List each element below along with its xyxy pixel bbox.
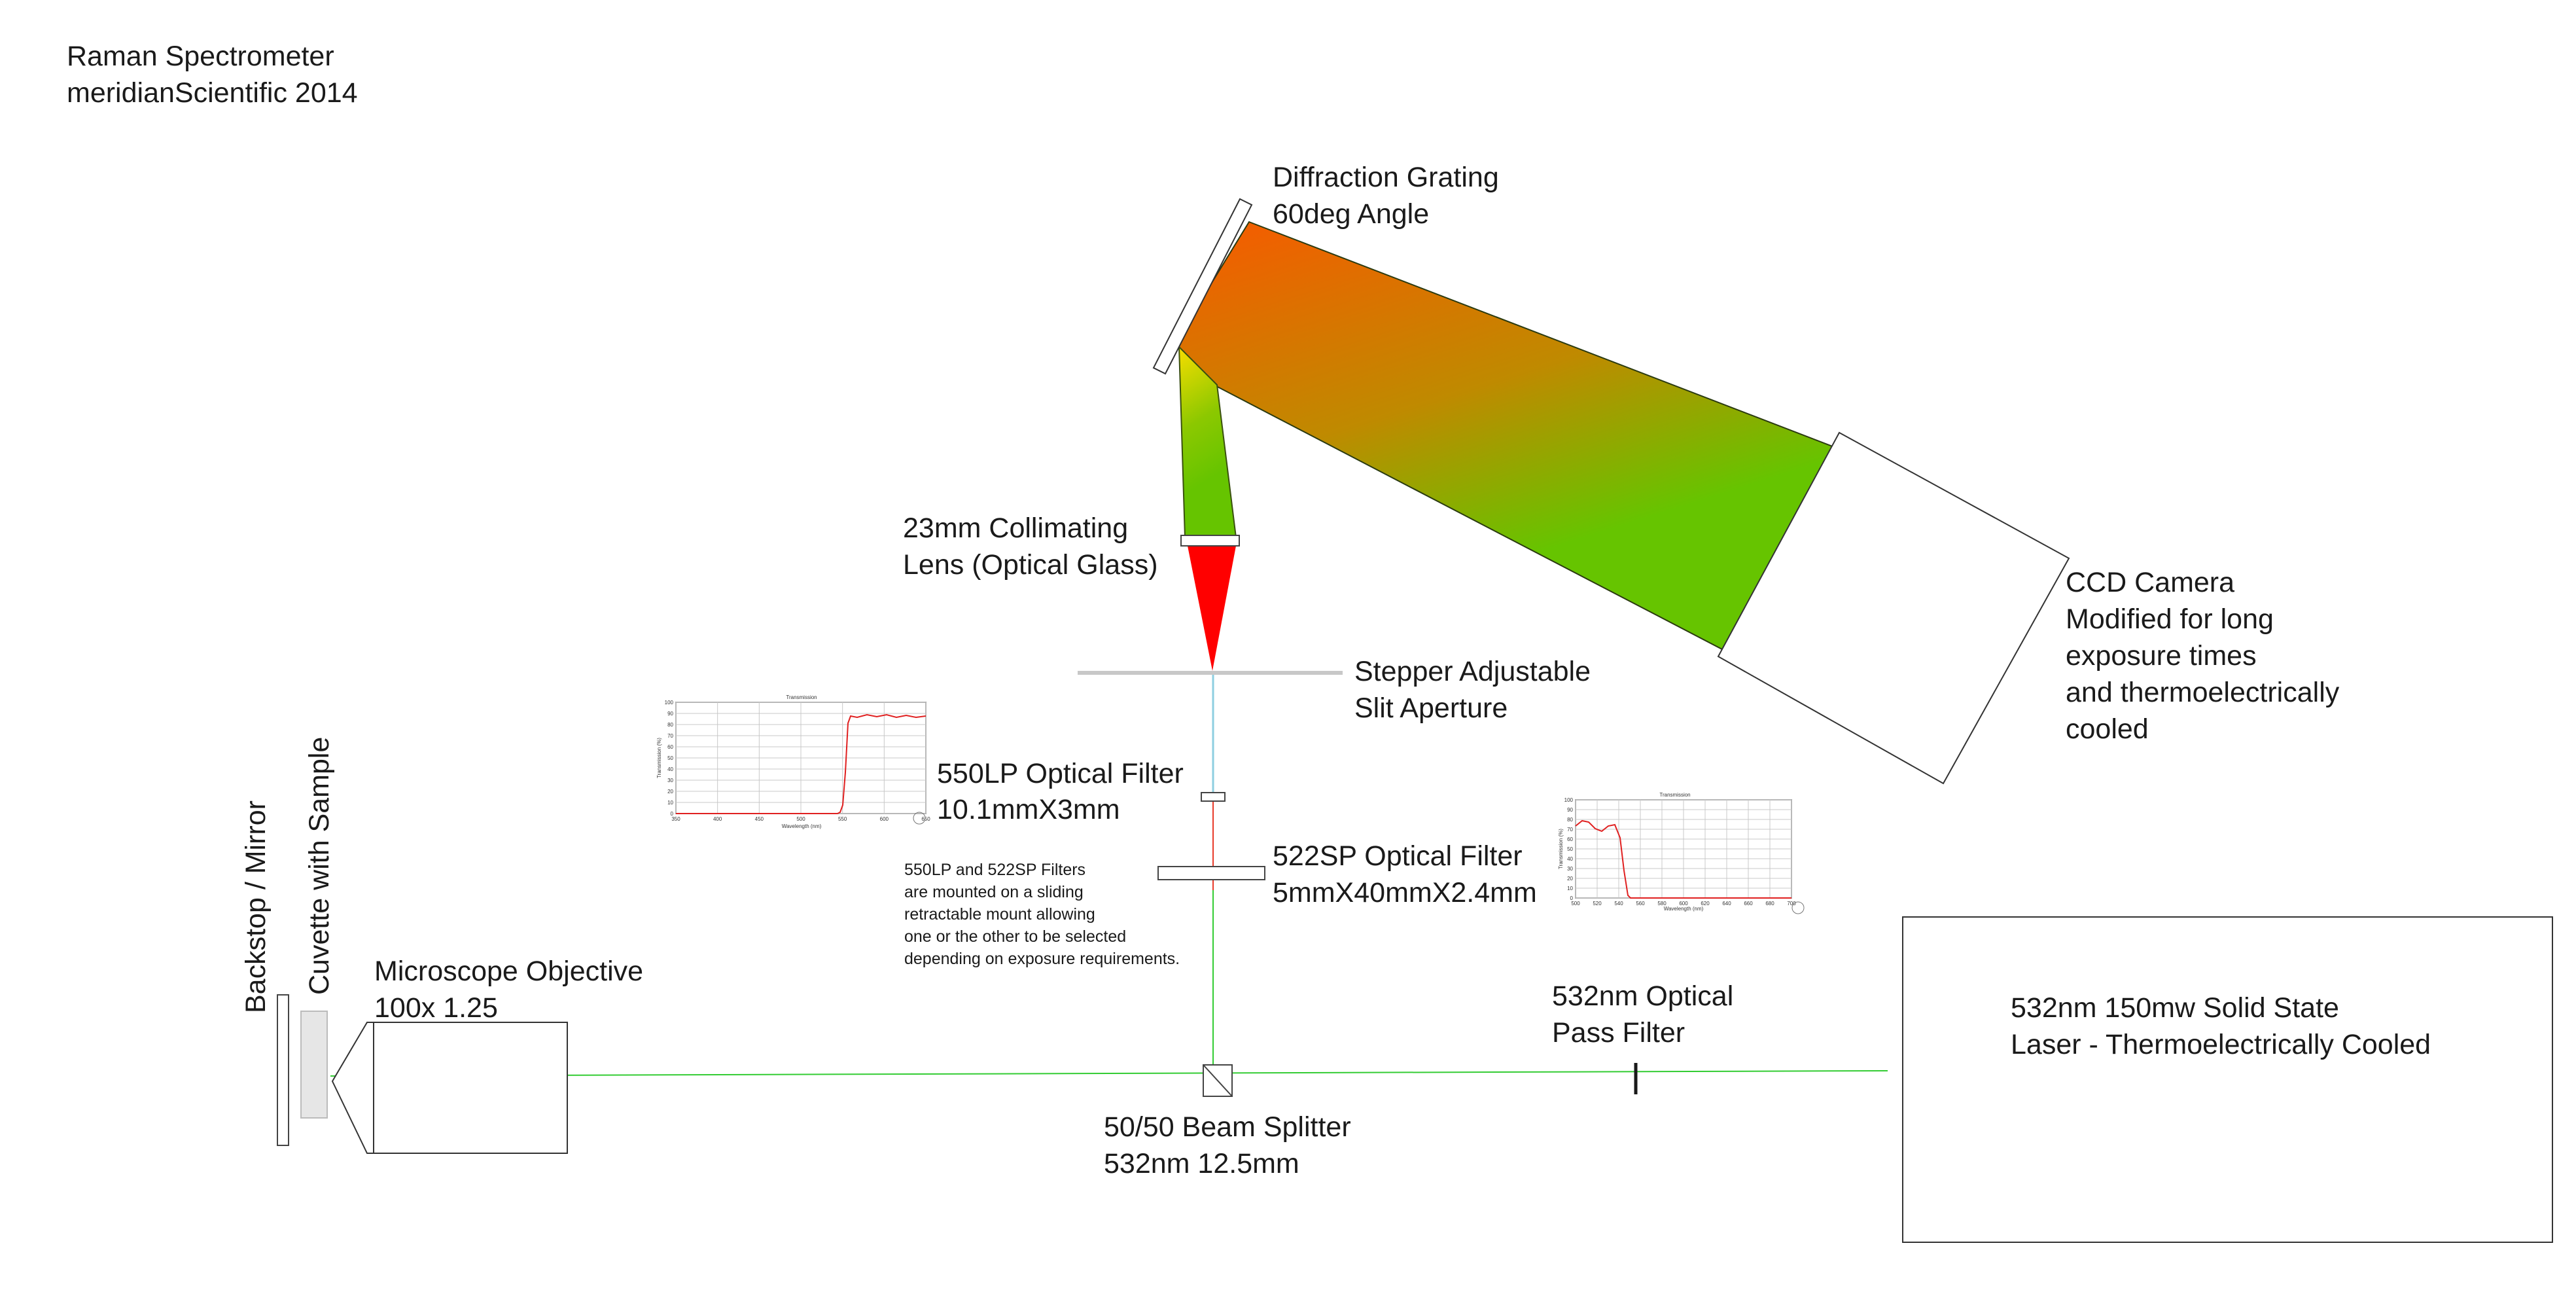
pass-filter-label-line1: 532nm Optical bbox=[1552, 980, 1733, 1012]
lp-chart-ytick: 40 bbox=[667, 766, 673, 772]
sp-chart-xtick: 700 bbox=[1787, 901, 1796, 906]
sp-chart-ytick: 50 bbox=[1567, 846, 1573, 852]
sp-chart-xtick: 540 bbox=[1614, 901, 1623, 906]
sp-chart-xtick: 620 bbox=[1701, 901, 1710, 906]
backstop-label: Backstop / Mirror bbox=[240, 800, 272, 1013]
lp-filter-label-line2: 10.1mmX3mm bbox=[937, 794, 1120, 825]
diagram-subtitle: meridianScientific 2014 bbox=[67, 77, 358, 109]
sp-chart-ytick: 20 bbox=[1567, 876, 1573, 882]
lp-transmission-curve bbox=[676, 713, 926, 814]
sp-chart-xtick: 500 bbox=[1571, 901, 1580, 906]
microscope-objective bbox=[373, 1022, 568, 1154]
sp-chart-ytick: 0 bbox=[1570, 895, 1574, 901]
backstop-mirror bbox=[277, 994, 289, 1146]
sp-chart-xtick: 680 bbox=[1765, 901, 1774, 906]
laser-label-line2: Laser - Thermoelectrically Cooled bbox=[2011, 1029, 2431, 1060]
sp-chart-xtick: 580 bbox=[1657, 901, 1667, 906]
sp-chart-ylabel: Transmission (%) bbox=[1558, 829, 1564, 869]
lens-label-line2: Lens (Optical Glass) bbox=[903, 549, 1158, 581]
ccd-label-line2: Modified for long bbox=[2066, 603, 2274, 635]
splitter-label-line1: 50/50 Beam Splitter bbox=[1104, 1111, 1351, 1143]
sp-chart-ytick: 40 bbox=[1567, 856, 1573, 862]
ccd-label-line5: cooled bbox=[2066, 713, 2149, 745]
ccd-label-line4: and thermoelectrically bbox=[2066, 677, 2340, 708]
slit-label-line1: Stepper Adjustable bbox=[1354, 656, 1591, 687]
lp-chart-ytick: 30 bbox=[667, 778, 673, 783]
sp-chart-xtick: 520 bbox=[1593, 901, 1602, 906]
lp-chart-title: Transmission bbox=[786, 694, 817, 700]
sp-chart-xtick: 660 bbox=[1744, 901, 1753, 906]
objective-label-line1: Microscope Objective bbox=[374, 956, 643, 987]
sp-filter-label-line1: 522SP Optical Filter bbox=[1273, 840, 1523, 872]
lp-chart-logo bbox=[913, 812, 926, 825]
dispersed-spectrum-fan bbox=[1173, 221, 1837, 651]
lp-chart-xtick: 450 bbox=[755, 816, 764, 822]
filters-note-line4: one or the other to be selected bbox=[904, 927, 1126, 946]
sp-chart-xtick: 600 bbox=[1679, 901, 1688, 906]
sp-filter-label-line2: 5mmX40mmX2.4mm bbox=[1273, 877, 1537, 908]
sp-transmission-curve bbox=[1575, 819, 1791, 899]
objective-cone bbox=[331, 1022, 374, 1154]
splitter-label-line2: 532nm 12.5mm bbox=[1104, 1148, 1299, 1179]
lp-chart-xtick: 650 bbox=[921, 816, 930, 822]
lp-chart-ytick: 70 bbox=[667, 733, 673, 739]
sp-chart-ytick: 30 bbox=[1567, 866, 1573, 872]
lp-chart-xlabel: Wavelength (nm) bbox=[782, 823, 822, 829]
diagram-title: Raman Spectrometer bbox=[67, 41, 334, 72]
filters-note-line2: are mounted on a sliding bbox=[904, 883, 1084, 901]
sp-chart-xtick: 640 bbox=[1722, 901, 1731, 906]
lp-chart-ytick: 20 bbox=[667, 789, 673, 795]
lp-chart-xtick: 500 bbox=[796, 816, 805, 822]
lp-chart-ytick: 60 bbox=[667, 744, 673, 750]
ccd-camera bbox=[1717, 431, 2070, 785]
lp-chart-ytick: 50 bbox=[667, 755, 673, 761]
lp-chart-ytick: 80 bbox=[667, 722, 673, 728]
collimating-lens bbox=[1180, 535, 1240, 547]
lp-filter bbox=[1201, 792, 1226, 802]
sp-chart-ytick: 70 bbox=[1567, 827, 1573, 833]
lp-chart-ytick: 0 bbox=[671, 811, 674, 817]
sp-chart-ytick: 60 bbox=[1567, 836, 1573, 842]
grating-label-line1: Diffraction Grating bbox=[1273, 162, 1499, 193]
sp-chart-xtick: 560 bbox=[1636, 901, 1645, 906]
ccd-label-line1: CCD Camera bbox=[2066, 567, 2234, 598]
lens-label-line1: 23mm Collimating bbox=[903, 512, 1128, 544]
sp-chart-logo bbox=[1791, 901, 1805, 914]
sp-chart-xlabel: Wavelength (nm) bbox=[1664, 906, 1704, 912]
lp-chart-xtick: 350 bbox=[671, 816, 680, 822]
sp-chart-ytick: 100 bbox=[1564, 797, 1574, 803]
lp-chart-ytick: 10 bbox=[667, 800, 673, 806]
lp-chart-ytick: 100 bbox=[665, 700, 674, 706]
pass-filter-label-line2: Pass Filter bbox=[1552, 1017, 1685, 1049]
slit-label-line2: Slit Aperture bbox=[1354, 692, 1508, 724]
laser-beam-horizontal bbox=[330, 1070, 1888, 1077]
lp-chart-ytick: 90 bbox=[667, 711, 673, 717]
beam-splitter-diagonal bbox=[1203, 1064, 1233, 1097]
objective-label-line2: 100x 1.25 bbox=[374, 992, 498, 1024]
sp-chart-ytick: 10 bbox=[1567, 886, 1573, 891]
lp-chart-xtick: 600 bbox=[880, 816, 889, 822]
sp-chart-title: Transmission bbox=[1659, 792, 1690, 798]
diffraction-grating bbox=[1152, 198, 1253, 375]
laser-module bbox=[1902, 916, 2553, 1243]
cuvette-label: Cuvette with Sample bbox=[304, 737, 335, 995]
ccd-label-line3: exposure times bbox=[2066, 640, 2257, 672]
lp-chart-ylabel: Transmission (%) bbox=[656, 738, 662, 778]
laser-label-line1: 532nm 150mw Solid State bbox=[2011, 992, 2339, 1024]
sp-chart-ytick: 80 bbox=[1567, 817, 1573, 823]
filters-note-line5: depending on exposure requirements. bbox=[904, 950, 1180, 968]
filters-note-line1: 550LP and 522SP Filters bbox=[904, 861, 1085, 879]
focusing-cone bbox=[1188, 546, 1236, 671]
sp-filter bbox=[1157, 866, 1265, 880]
cuvette-with-sample bbox=[300, 1011, 328, 1119]
lp-filter-label-line1: 550LP Optical Filter bbox=[937, 758, 1184, 789]
lp-chart-xtick: 400 bbox=[713, 816, 722, 822]
grating-label-line2: 60deg Angle bbox=[1273, 198, 1429, 230]
sp-chart-ytick: 90 bbox=[1567, 807, 1573, 813]
lp-chart-xtick: 550 bbox=[838, 816, 847, 822]
filters-note-line3: retractable mount allowing bbox=[904, 905, 1095, 924]
